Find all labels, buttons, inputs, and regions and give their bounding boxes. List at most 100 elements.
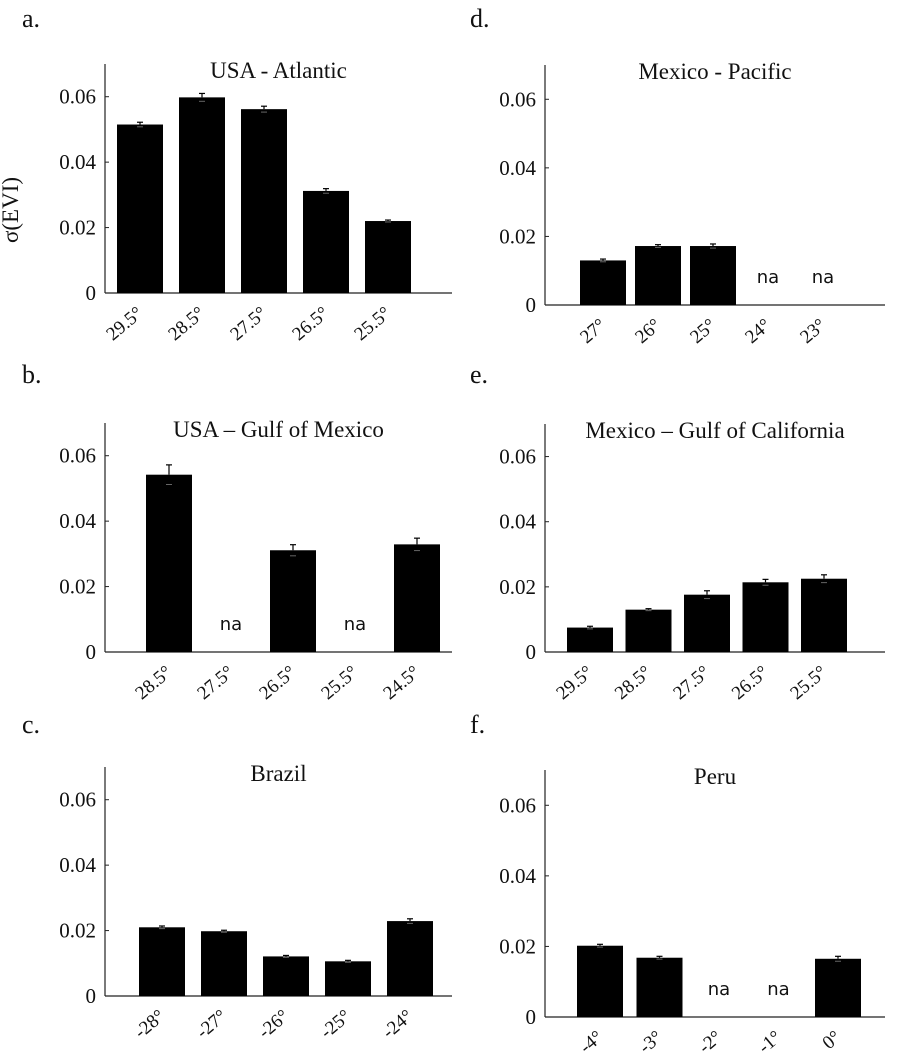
bar xyxy=(690,246,736,305)
x-tick-label: 26.5° xyxy=(288,303,333,345)
bar xyxy=(325,961,371,996)
y-tick-label: 0.06 xyxy=(499,445,536,469)
y-tick-label: 0.02 xyxy=(499,575,536,599)
x-tick-label: 25.5° xyxy=(350,303,395,345)
x-tick-label: 28.5° xyxy=(611,662,656,704)
bar xyxy=(117,124,163,294)
bar xyxy=(635,246,681,305)
panel-letter: b. xyxy=(22,360,42,389)
y-tick-label: 0 xyxy=(86,281,97,305)
x-tick-label: 26.5° xyxy=(255,662,300,704)
bar xyxy=(567,627,613,652)
y-tick-label: 0.06 xyxy=(59,85,96,109)
na-label: na xyxy=(708,979,730,1000)
y-tick-label: 0.04 xyxy=(59,509,96,533)
x-tick-label: 26° xyxy=(631,315,665,348)
bar xyxy=(636,957,683,1017)
bar xyxy=(139,927,185,996)
bar xyxy=(365,221,411,293)
panel-letter: e. xyxy=(470,360,488,389)
chart-title: USA - Atlantic xyxy=(210,58,347,83)
bar xyxy=(684,594,730,652)
chart-title: Mexico - Pacific xyxy=(638,59,791,84)
panel-letter: a. xyxy=(22,4,40,33)
x-tick-label: 25.5° xyxy=(317,662,362,704)
bar xyxy=(801,578,847,652)
y-tick-label: 0.02 xyxy=(499,224,536,248)
x-tick-label: -28° xyxy=(130,1006,169,1043)
y-tick-label: 0 xyxy=(86,640,97,664)
x-tick-label: -2° xyxy=(695,1027,726,1055)
y-axis-label: σ(EVI) xyxy=(0,177,23,243)
y-tick-label: 0.04 xyxy=(499,156,536,180)
chart-panel-2: b. USA – Gulf of Mexico 0 0.02 0.04 0.06 28.5°… xyxy=(22,360,452,704)
x-tick-label: 27.5° xyxy=(193,662,238,704)
x-tick-label: -25° xyxy=(316,1006,355,1043)
y-tick-label: 0.02 xyxy=(59,919,96,943)
x-tick-label: 29.5° xyxy=(102,303,147,345)
y-tick-label: 0.04 xyxy=(499,864,536,888)
x-tick-label: -3° xyxy=(635,1027,666,1055)
chart-panel-1: a. USA - Atlantic 0 0.02 0.04 0.06 29.5° 28.5° 2… xyxy=(22,4,452,345)
bar xyxy=(179,97,225,294)
y-tick-label: 0.06 xyxy=(59,788,96,812)
y-tick-label: 0 xyxy=(526,1005,537,1029)
chart-panel-6: f. Peru 0 0.02 0.04 0.06 -4° -3° na -2° na -1° 0° xyxy=(470,710,885,1055)
y-tick-label: 0.02 xyxy=(499,934,536,958)
panel-letter: c. xyxy=(22,710,40,739)
x-tick-label: -1° xyxy=(754,1027,785,1055)
chart-panel-5: e. Mexico – Gulf of California 0 0.02 0.04 0.… xyxy=(470,360,885,704)
x-tick-label: -26° xyxy=(254,1006,293,1043)
y-tick-label: 0.06 xyxy=(59,444,96,468)
y-tick-label: 0.06 xyxy=(499,793,536,817)
panel-letter: f. xyxy=(470,710,485,739)
bar xyxy=(201,931,247,996)
y-tick-label: 0.02 xyxy=(59,216,96,240)
x-tick-label: 0° xyxy=(819,1027,846,1054)
y-tick-label: 0 xyxy=(526,293,537,317)
bar xyxy=(146,474,192,652)
bar xyxy=(742,582,789,652)
x-tick-label: 29.5° xyxy=(552,662,597,704)
y-tick-label: 0 xyxy=(526,640,537,664)
panel-letter: d. xyxy=(470,4,490,33)
y-tick-label: 0.06 xyxy=(499,87,536,111)
bar xyxy=(815,958,861,1017)
x-tick-label: 24° xyxy=(741,315,775,348)
x-tick-label: 25.5° xyxy=(786,662,831,704)
x-tick-label: 25° xyxy=(686,315,720,348)
na-label: na xyxy=(812,267,834,288)
na-label: na xyxy=(757,267,779,288)
y-tick-label: 0.04 xyxy=(59,853,96,877)
x-tick-label: -4° xyxy=(576,1027,607,1055)
x-tick-label: 24.5° xyxy=(379,662,424,704)
na-label: na xyxy=(767,979,789,1000)
na-label: na xyxy=(344,614,366,635)
x-tick-label: -27° xyxy=(192,1006,231,1043)
chart-title: Mexico – Gulf of California xyxy=(585,418,844,443)
chart-title: Brazil xyxy=(250,761,306,786)
y-tick-label: 0 xyxy=(86,984,97,1008)
x-tick-label: 26.5° xyxy=(728,662,773,704)
chart-panel-3: c. Brazil 0 0.02 0.04 0.06 -28° -27° -26° -25° -24… xyxy=(22,710,452,1043)
bar xyxy=(625,609,672,652)
x-tick-label: 28.5° xyxy=(131,662,176,704)
y-tick-label: 0.02 xyxy=(59,575,96,599)
chart-title: Peru xyxy=(694,764,737,789)
x-tick-label: 23° xyxy=(796,315,830,348)
x-tick-label: 27° xyxy=(576,315,610,348)
bar xyxy=(303,190,349,293)
y-tick-label: 0.04 xyxy=(59,150,96,174)
bar xyxy=(387,921,433,996)
bar xyxy=(241,109,287,293)
bar xyxy=(394,544,440,652)
y-tick-label: 0.04 xyxy=(499,510,536,534)
bar xyxy=(580,260,626,305)
bar xyxy=(263,956,309,996)
x-tick-label: 27.5° xyxy=(669,662,714,704)
na-label: na xyxy=(220,614,242,635)
x-tick-label: 28.5° xyxy=(164,303,209,345)
chart-panel-4: d. Mexico - Pacific 0 0.02 0.04 0.06 27° 26° 25°… xyxy=(470,4,885,348)
x-tick-label: 27.5° xyxy=(226,303,271,345)
